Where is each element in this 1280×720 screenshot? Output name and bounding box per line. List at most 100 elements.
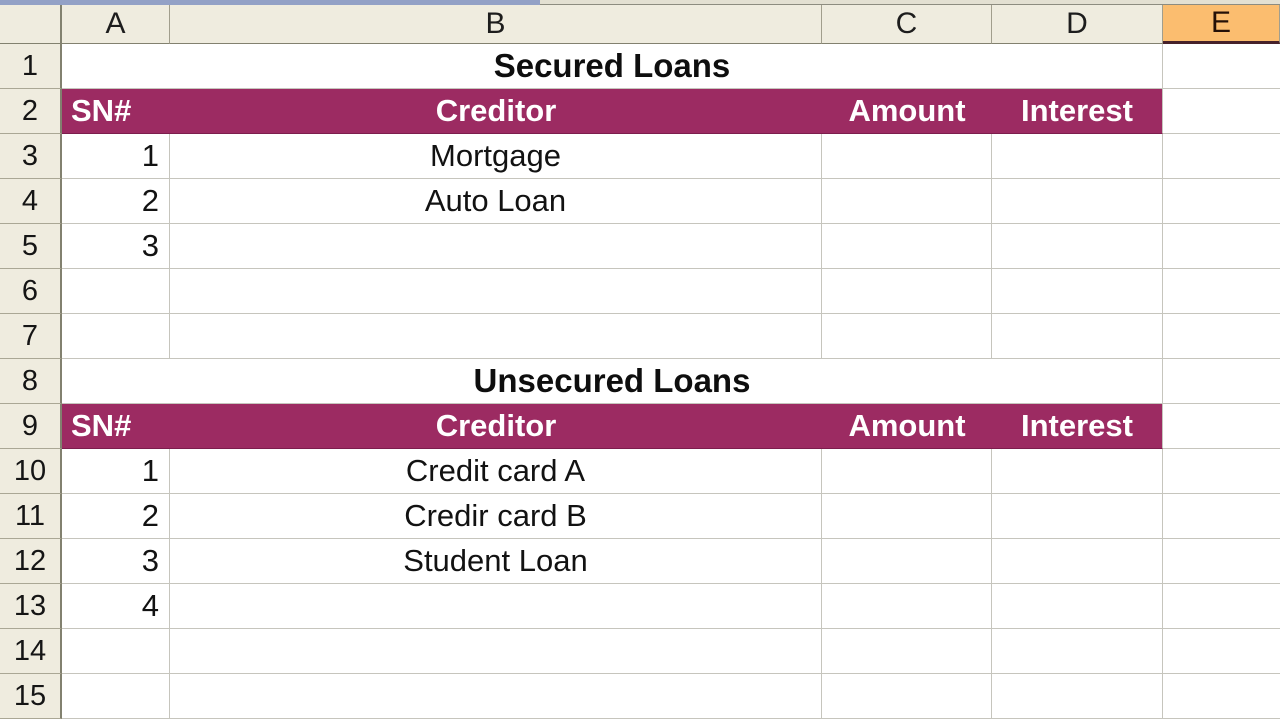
column-header-a[interactable]: A — [62, 5, 170, 44]
cell-B9[interactable]: Creditor — [170, 404, 822, 449]
row-header-11[interactable]: 11 — [0, 494, 62, 539]
cell-C6[interactable] — [822, 269, 992, 314]
cell-E3[interactable] — [1163, 134, 1280, 179]
column-header-c[interactable]: C — [822, 5, 992, 44]
cell-E12[interactable] — [1163, 539, 1280, 584]
cell-E4[interactable] — [1163, 179, 1280, 224]
cell-E9[interactable] — [1163, 404, 1280, 449]
cell-D2[interactable]: Interest — [992, 89, 1163, 134]
row-header-4[interactable]: 4 — [0, 179, 62, 224]
cell-D9[interactable]: Interest — [992, 404, 1163, 449]
cell-E1[interactable] — [1163, 44, 1280, 89]
cell-C14[interactable] — [822, 629, 992, 674]
cell-C4[interactable] — [822, 179, 992, 224]
chrome-top-strip — [0, 0, 1280, 5]
cell-D10[interactable] — [992, 449, 1163, 494]
cell-E6[interactable] — [1163, 269, 1280, 314]
cell-D14[interactable] — [992, 629, 1163, 674]
merged-title-cell-A8[interactable]: Unsecured Loans — [62, 359, 1163, 404]
row-header-6[interactable]: 6 — [0, 269, 62, 314]
cell-B2[interactable]: Creditor — [170, 89, 822, 134]
cell-D7[interactable] — [992, 314, 1163, 359]
cell-C3[interactable] — [822, 134, 992, 179]
cell-C15[interactable] — [822, 674, 992, 719]
cell-B10[interactable]: Credit card A — [170, 449, 822, 494]
row-header-9[interactable]: 9 — [0, 404, 62, 449]
cell-B6[interactable] — [170, 269, 822, 314]
cell-C7[interactable] — [822, 314, 992, 359]
cell-E5[interactable] — [1163, 224, 1280, 269]
cell-A4[interactable]: 2 — [62, 179, 170, 224]
column-header-b[interactable]: B — [170, 5, 822, 44]
sheet-row-8: 8 Unsecured Loans — [0, 359, 1280, 404]
cell-A11[interactable]: 2 — [62, 494, 170, 539]
cell-C11[interactable] — [822, 494, 992, 539]
cell-E7[interactable] — [1163, 314, 1280, 359]
cell-A3[interactable]: 1 — [62, 134, 170, 179]
row-header-2[interactable]: 2 — [0, 89, 62, 134]
sheet-grid: 1 Secured Loans 2 SN# Creditor Amount Interest… — [0, 44, 1280, 719]
sheet-row-12: 12 3 Student Loan — [0, 539, 1280, 584]
sheet-row-1: 1 Secured Loans — [0, 44, 1280, 89]
row-header-10[interactable]: 10 — [0, 449, 62, 494]
column-header-e[interactable]: E — [1163, 5, 1280, 44]
cell-A9[interactable]: SN# — [62, 404, 170, 449]
row-header-7[interactable]: 7 — [0, 314, 62, 359]
cell-A5[interactable]: 3 — [62, 224, 170, 269]
row-header-15[interactable]: 15 — [0, 674, 62, 719]
cell-C2[interactable]: Amount — [822, 89, 992, 134]
cell-E10[interactable] — [1163, 449, 1280, 494]
cell-D11[interactable] — [992, 494, 1163, 539]
cell-B4[interactable]: Auto Loan — [170, 179, 822, 224]
cell-B11[interactable]: Credir card B — [170, 494, 822, 539]
cell-D5[interactable] — [992, 224, 1163, 269]
cell-B14[interactable] — [170, 629, 822, 674]
cell-E11[interactable] — [1163, 494, 1280, 539]
merged-title-cell-A1[interactable]: Secured Loans — [62, 44, 1163, 89]
row-header-1[interactable]: 1 — [0, 44, 62, 89]
cell-A6[interactable] — [62, 269, 170, 314]
cell-C10[interactable] — [822, 449, 992, 494]
cell-B5[interactable] — [170, 224, 822, 269]
cell-D4[interactable] — [992, 179, 1163, 224]
cell-D3[interactable] — [992, 134, 1163, 179]
cell-B7[interactable] — [170, 314, 822, 359]
select-all-corner[interactable] — [0, 5, 62, 44]
cell-A12[interactable]: 3 — [62, 539, 170, 584]
row-header-5[interactable]: 5 — [0, 224, 62, 269]
cell-A14[interactable] — [62, 629, 170, 674]
cell-E8[interactable] — [1163, 359, 1280, 404]
cell-B3[interactable]: Mortgage — [170, 134, 822, 179]
cell-C12[interactable] — [822, 539, 992, 584]
sheet-row-11: 11 2 Credir card B — [0, 494, 1280, 539]
row-header-14[interactable]: 14 — [0, 629, 62, 674]
cell-D6[interactable] — [992, 269, 1163, 314]
cell-E13[interactable] — [1163, 584, 1280, 629]
row-header-12[interactable]: 12 — [0, 539, 62, 584]
row-header-13[interactable]: 13 — [0, 584, 62, 629]
row-header-3[interactable]: 3 — [0, 134, 62, 179]
cell-C5[interactable] — [822, 224, 992, 269]
cell-B15[interactable] — [170, 674, 822, 719]
cell-A13[interactable]: 4 — [62, 584, 170, 629]
sheet-row-7: 7 — [0, 314, 1280, 359]
cell-A10[interactable]: 1 — [62, 449, 170, 494]
cell-E15[interactable] — [1163, 674, 1280, 719]
sheet-row-15: 15 — [0, 674, 1280, 719]
cell-C13[interactable] — [822, 584, 992, 629]
column-header-d[interactable]: D — [992, 5, 1163, 44]
sheet-row-3: 3 1 Mortgage — [0, 134, 1280, 179]
cell-D15[interactable] — [992, 674, 1163, 719]
cell-E2[interactable] — [1163, 89, 1280, 134]
cell-A2[interactable]: SN# — [62, 89, 170, 134]
sheet-row-9: 9 SN# Creditor Amount Interest — [0, 404, 1280, 449]
cell-A15[interactable] — [62, 674, 170, 719]
cell-D12[interactable] — [992, 539, 1163, 584]
cell-C9[interactable]: Amount — [822, 404, 992, 449]
row-header-8[interactable]: 8 — [0, 359, 62, 404]
cell-B12[interactable]: Student Loan — [170, 539, 822, 584]
cell-D13[interactable] — [992, 584, 1163, 629]
cell-E14[interactable] — [1163, 629, 1280, 674]
cell-A7[interactable] — [62, 314, 170, 359]
cell-B13[interactable] — [170, 584, 822, 629]
